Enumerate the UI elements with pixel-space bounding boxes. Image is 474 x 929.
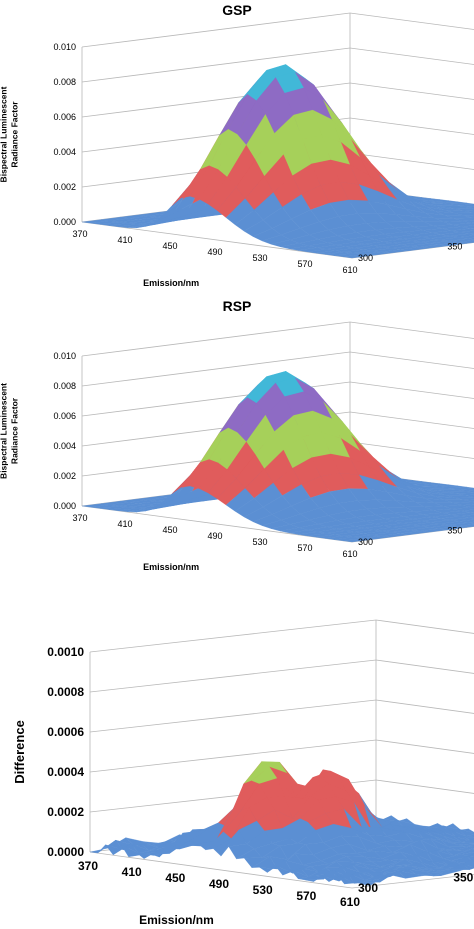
x-tick-label: 370 — [78, 859, 98, 873]
x-tick-label: 530 — [252, 253, 267, 263]
surface-patch — [467, 521, 474, 524]
y-tick-label: 0.006 — [53, 411, 76, 421]
x-tick-label: 570 — [297, 259, 312, 269]
gridline — [89, 619, 474, 653]
gsp-surface-chart: 0.000 0.002 0.004 0.006 0.008 0.010 370 410 450 4… — [0, 12, 474, 288]
x-axis-title: Emission/nm — [143, 562, 199, 572]
chart-title-rsp: RSP — [222, 298, 252, 314]
x-tick-label: 530 — [252, 537, 267, 547]
surface-patch — [342, 254, 372, 259]
y-axis-title-line: Bispectral Luminescent — [0, 383, 9, 479]
chart-title-gsp: GSP — [222, 2, 252, 18]
z-tick-label: 300 — [358, 253, 373, 263]
x-tick-label: 530 — [253, 883, 273, 897]
x-tick-label: 450 — [165, 871, 185, 885]
y-tick-label: 0.0000 — [47, 845, 84, 859]
z-tick-label: 300 — [358, 881, 378, 895]
difference-surface-chart: 0.0000 0.0002 0.0004 0.0006 0.0008 0.0010 370 4… — [12, 619, 474, 927]
y-tick-label: 0.008 — [53, 381, 76, 391]
floor-edge — [89, 851, 474, 889]
y-tick-label: 0.000 — [53, 501, 76, 511]
x-tick-label: 570 — [296, 889, 316, 903]
y-tick-label: 0.006 — [53, 112, 76, 122]
x-tick-label: 490 — [209, 877, 229, 891]
y-tick-label: 0.002 — [53, 182, 76, 192]
z-tick-label: 300 — [358, 537, 373, 547]
y-tick-label: 0.0002 — [47, 805, 84, 819]
x-tick-label: 450 — [162, 241, 177, 251]
y-tick-label: 0.000 — [53, 217, 76, 227]
x-tick-label: 370 — [72, 513, 87, 523]
gridline — [81, 12, 474, 48]
y-tick-label: 0.004 — [53, 441, 76, 451]
x-tick-label: 410 — [122, 865, 142, 879]
x-tick-label: 570 — [297, 543, 312, 553]
rsp-surface-chart: 0.000 0.002 0.004 0.006 0.008 0.010 370 410 450 4… — [0, 321, 474, 572]
surface-patch — [342, 538, 372, 543]
z-tick-label: 350 — [447, 526, 462, 536]
y-tick-label: 0.004 — [53, 147, 76, 157]
y-axis-title-line: Radiance Factor — [10, 101, 20, 168]
y-axis-title: Difference — [12, 720, 27, 784]
y-axis-title-line: Bispectral Luminescent — [0, 86, 9, 182]
gridline — [89, 699, 474, 733]
x-tick-label: 370 — [72, 229, 87, 239]
surface — [89, 761, 474, 886]
x-tick-label: 610 — [340, 895, 360, 909]
x-tick-label: 610 — [342, 265, 357, 275]
x-tick-label: 410 — [117, 519, 132, 529]
y-axis-title-line: Difference — [12, 720, 27, 784]
y-axis-title: Bispectral Luminescent Radiance Factor — [0, 383, 20, 479]
y-tick-label: 0.002 — [53, 471, 76, 481]
gridline — [81, 321, 474, 357]
y-axis-title-line: Radiance Factor — [10, 397, 20, 464]
x-tick-label: 490 — [207, 247, 222, 257]
z-tick-label: 350 — [453, 870, 473, 884]
y-tick-label: 0.010 — [53, 351, 76, 361]
surface — [81, 64, 474, 259]
x-axis-title: Emission/nm — [139, 913, 214, 927]
surface-patch — [467, 237, 474, 240]
gridline — [89, 659, 474, 693]
y-tick-label: 0.0004 — [47, 765, 84, 779]
x-tick-label: 450 — [162, 525, 177, 535]
x-tick-label: 610 — [342, 549, 357, 559]
x-axis-title: Emission/nm — [143, 278, 199, 288]
y-tick-label: 0.008 — [53, 77, 76, 87]
surface-patch — [344, 881, 370, 886]
x-tick-label: 490 — [207, 531, 222, 541]
y-tick-label: 0.0008 — [47, 685, 84, 699]
y-tick-label: 0.0006 — [47, 725, 84, 739]
y-axis-title: Bispectral Luminescent Radiance Factor — [0, 86, 20, 182]
y-tick-label: 0.0010 — [47, 645, 84, 659]
z-tick-label: 350 — [447, 242, 462, 252]
y-tick-label: 0.010 — [53, 42, 76, 52]
surface — [81, 371, 474, 543]
x-tick-label: 410 — [117, 235, 132, 245]
